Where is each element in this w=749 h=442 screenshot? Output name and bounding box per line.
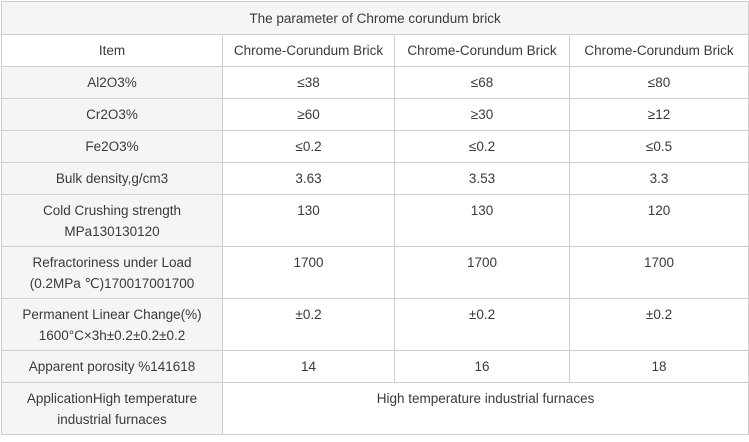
row-value: ≥12 — [568, 98, 749, 131]
header-cell: Chrome-Corundum Brick — [222, 34, 395, 67]
row-value: 16 — [394, 350, 570, 383]
row-label: Fe2O3% — [1, 130, 223, 163]
row-value: ≤0.2 — [222, 130, 395, 163]
row-label: Cr2O3% — [1, 98, 223, 131]
table-row: Bulk density,g/cm3 3.63 3.53 3.3 — [1, 162, 749, 195]
row-value: 120 — [568, 194, 749, 247]
table-row: Apparent porosity %141618 14 16 18 — [1, 350, 749, 383]
table-caption-row: The parameter of Chrome corundum brick — [0, 1, 749, 35]
row-label: Al2O3% — [1, 66, 223, 99]
row-label: Apparent porosity %141618 — [1, 350, 223, 383]
row-value: ±0.2 — [394, 298, 570, 351]
row-value: 130 — [394, 194, 570, 247]
table-row: Permanent Linear Change(%) 1600°C×3h±0.2… — [1, 298, 749, 351]
row-value: 130 — [222, 194, 395, 247]
row-value: ≤38 — [222, 66, 395, 99]
row-value: ±0.2 — [222, 298, 395, 351]
row-label: Permanent Linear Change(%) 1600°C×3h±0.2… — [1, 298, 223, 351]
header-cell: Item — [1, 34, 223, 67]
table-title: The parameter of Chrome corundum brick — [0, 1, 749, 35]
row-value: ≤68 — [394, 66, 570, 99]
row-value: ≤0.2 — [394, 130, 570, 163]
row-value: ≥30 — [394, 98, 570, 131]
table-row: Cold Crushing strength MPa130130120 130 … — [1, 194, 749, 247]
table-row: Refractoriness under Load (0.2MPa ℃)1700… — [1, 246, 749, 299]
header-cell: Chrome-Corundum Brick — [394, 34, 570, 67]
application-value: High temperature industrial furnaces — [221, 382, 749, 435]
row-label: Cold Crushing strength MPa130130120 — [1, 194, 223, 247]
row-value: 3.53 — [394, 162, 570, 195]
row-label: ApplicationHigh temperature industrial f… — [1, 382, 223, 435]
row-label: Bulk density,g/cm3 — [1, 162, 223, 195]
row-value: 1700 — [568, 246, 749, 299]
header-cell: Chrome-Corundum Brick — [568, 34, 749, 67]
table-row: ApplicationHigh temperature industrial f… — [1, 382, 749, 435]
row-value: 1700 — [394, 246, 570, 299]
table-row: Fe2O3% ≤0.2 ≤0.2 ≤0.5 — [1, 130, 749, 163]
row-value: ±0.2 — [568, 298, 749, 351]
row-value: 1700 — [222, 246, 395, 299]
row-label: Refractoriness under Load (0.2MPa ℃)1700… — [1, 246, 223, 299]
row-value: 14 — [222, 350, 395, 383]
row-value: 3.3 — [568, 162, 749, 195]
table-row: Cr2O3% ≥60 ≥30 ≥12 — [1, 98, 749, 131]
row-value: ≥60 — [222, 98, 395, 131]
row-value: ≤80 — [568, 66, 749, 99]
row-value: 3.63 — [222, 162, 395, 195]
row-value: ≤0.5 — [568, 130, 749, 163]
table-row: Al2O3% ≤38 ≤68 ≤80 — [1, 66, 749, 99]
row-value: 18 — [568, 350, 749, 383]
table-header-row: Item Chrome-Corundum Brick Chrome-Corund… — [1, 34, 749, 67]
